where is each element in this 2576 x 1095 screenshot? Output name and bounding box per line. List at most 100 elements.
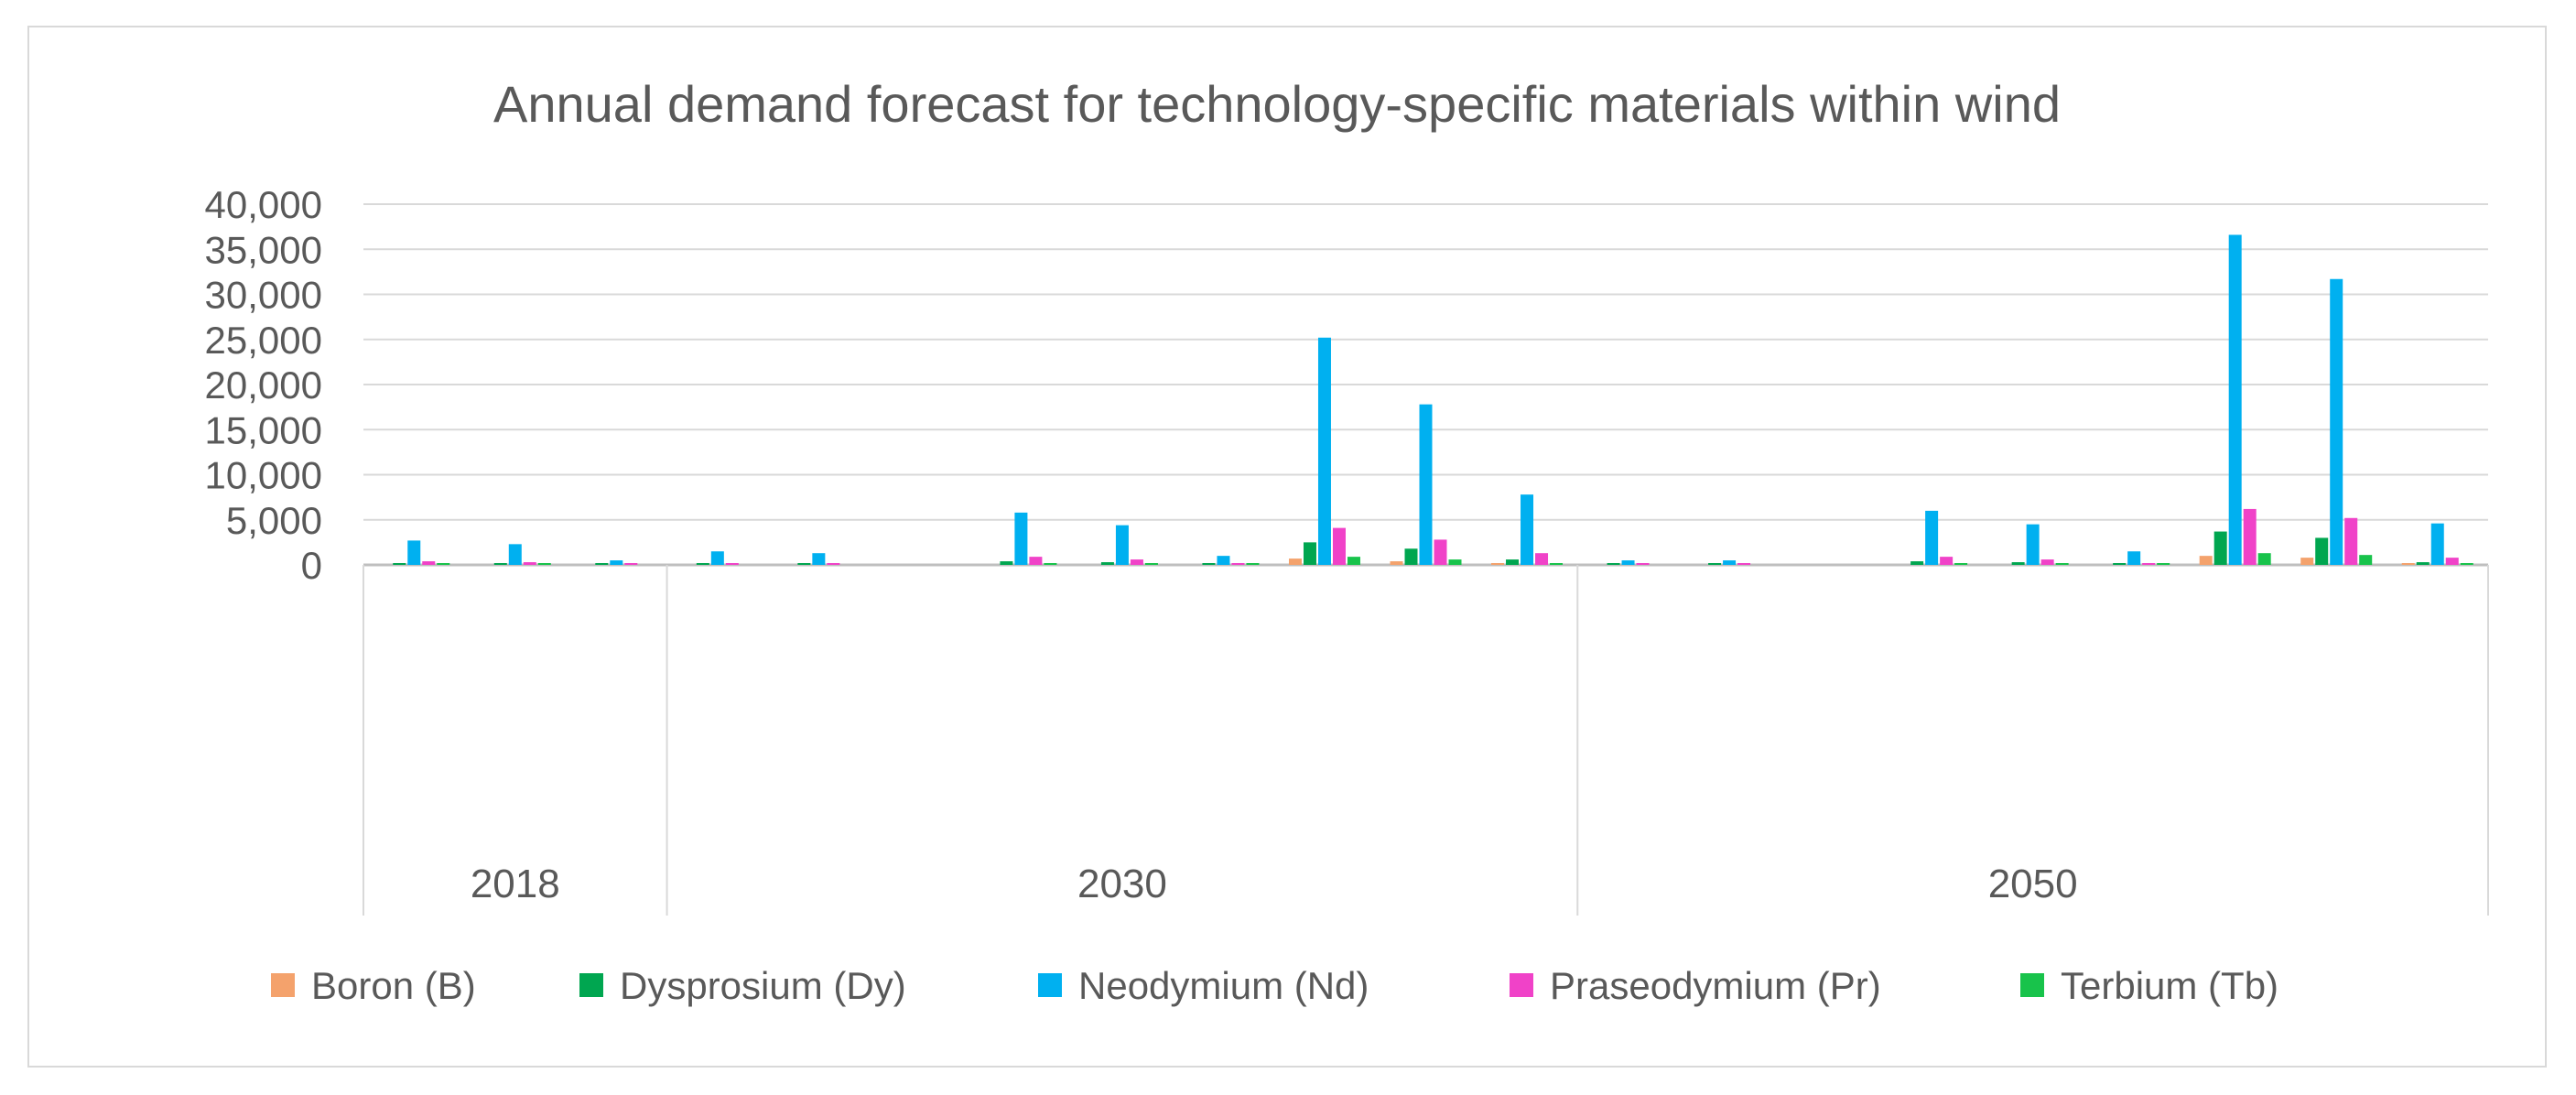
bar-neodymium — [508, 544, 522, 565]
bar-praseodymium — [1332, 527, 1346, 565]
bar-praseodymium — [1434, 539, 1447, 565]
bar-terbium — [2257, 553, 2271, 565]
bar-dysprosium — [1000, 561, 1013, 565]
bar-neodymium — [710, 551, 724, 565]
bar-terbium — [1448, 559, 1462, 565]
chart-title: Annual demand forecast for technology-sp… — [493, 75, 2061, 133]
legend-item: Boron (B) — [271, 964, 476, 1007]
chart-frame — [27, 26, 2547, 1068]
y-tick-label: 20,000 — [205, 363, 322, 407]
bar-neodymium — [1723, 560, 1737, 565]
bar-terbium — [2157, 563, 2170, 565]
bar-dysprosium — [1607, 563, 1620, 565]
bar-terbium — [437, 563, 450, 565]
y-tick-label: 35,000 — [205, 228, 322, 271]
bar-praseodymium — [2040, 559, 2054, 565]
bar-boron — [2300, 558, 2314, 565]
legend-swatch — [2020, 973, 2044, 997]
y-tick-label: 0 — [301, 544, 322, 587]
bar-neodymium — [1014, 512, 1028, 565]
legend-swatch — [271, 973, 295, 997]
bar-terbium — [1144, 563, 1158, 565]
legend-label: Terbium (Tb) — [2061, 964, 2278, 1007]
bar-terbium — [1550, 563, 1564, 565]
legend-item: Neodymium (Nd) — [1038, 964, 1369, 1007]
bar-terbium — [2460, 563, 2473, 565]
bar-neodymium — [1419, 404, 1433, 565]
bar-terbium — [1044, 563, 1057, 565]
y-axis-tick-labels: 05,00010,00015,00020,00025,00030,00035,0… — [205, 183, 322, 587]
bar-neodymium — [812, 553, 826, 565]
legend-swatch — [1510, 973, 1533, 997]
legend-item: Dysprosium (Dy) — [579, 964, 906, 1007]
legend-swatch — [579, 973, 603, 997]
y-tick-label: 15,000 — [205, 408, 322, 451]
bar-dysprosium — [1303, 542, 1316, 565]
bar-neodymium — [1925, 510, 1939, 565]
bar-terbium — [2359, 555, 2373, 565]
bar-neodymium — [1217, 556, 1230, 565]
bar-dysprosium — [1506, 559, 1520, 565]
bar-praseodymium — [1737, 563, 1751, 565]
bar-boron — [1390, 561, 1403, 565]
bar-neodymium — [610, 560, 623, 565]
bar-dysprosium — [2113, 563, 2127, 565]
bar-dysprosium — [2213, 531, 2227, 565]
bar-boron — [1491, 563, 1505, 565]
bar-dysprosium — [1404, 548, 1418, 565]
legend: Boron (B) Dysprosium (Dy) Neodymium (Nd) Pr… — [271, 964, 2278, 1007]
bar-dysprosium — [1202, 563, 1216, 565]
bar-neodymium — [1521, 494, 1534, 565]
bar-praseodymium — [2445, 558, 2459, 565]
bar-neodymium — [2127, 551, 2141, 565]
legend-label: Dysprosium (Dy) — [620, 964, 906, 1007]
category-label-2018: 2018 — [471, 862, 560, 906]
bar-praseodymium — [2344, 517, 2358, 565]
bar-boron — [2199, 556, 2213, 565]
bar-neodymium — [407, 540, 421, 565]
y-tick-label: 40,000 — [205, 183, 322, 226]
bar-praseodymium — [827, 563, 840, 565]
bars — [393, 234, 2473, 565]
bar-praseodymium — [1636, 563, 1650, 565]
bar-neodymium — [2330, 278, 2343, 565]
bar-praseodymium — [1231, 563, 1245, 565]
bar-praseodymium — [2142, 563, 2156, 565]
bar-terbium — [1347, 557, 1360, 565]
category-label-2050: 2050 — [1988, 862, 2078, 906]
bar-praseodymium — [1029, 557, 1043, 565]
bar-neodymium — [2228, 234, 2242, 565]
bar-praseodymium — [1940, 557, 1954, 565]
legend-label: Boron (B) — [311, 964, 476, 1007]
bar-neodymium — [1621, 560, 1635, 565]
bar-dysprosium — [696, 563, 709, 565]
bar-terbium — [2055, 563, 2069, 565]
bar-terbium — [537, 563, 551, 565]
bar-dysprosium — [493, 563, 507, 565]
bar-neodymium — [2026, 524, 2040, 565]
legend-label: Neodymium (Nd) — [1078, 964, 1369, 1007]
bar-dysprosium — [797, 563, 811, 565]
bar-praseodymium — [624, 563, 638, 565]
bar-dysprosium — [1708, 563, 1722, 565]
y-tick-label: 5,000 — [226, 499, 322, 542]
legend-item: Terbium (Tb) — [2020, 964, 2278, 1007]
bar-praseodymium — [523, 562, 536, 565]
bar-neodymium — [1317, 337, 1331, 565]
legend-swatch — [1038, 973, 1062, 997]
bar-boron — [1288, 558, 1302, 565]
category-axis: 2018 2030 2050 — [363, 565, 2489, 916]
bar-dysprosium — [2011, 562, 2025, 565]
bar-boron — [2401, 563, 2415, 565]
bar-dysprosium — [1910, 561, 1924, 565]
bar-neodymium — [2430, 523, 2444, 565]
bar-dysprosium — [393, 563, 406, 565]
bar-dysprosium — [2315, 537, 2329, 565]
bar-praseodymium — [2243, 508, 2257, 565]
y-tick-label: 25,000 — [205, 319, 322, 362]
bar-terbium — [1246, 563, 1260, 565]
bar-dysprosium — [595, 563, 609, 565]
bar-praseodymium — [1535, 553, 1549, 565]
legend-item: Praseodymium (Pr) — [1510, 964, 1881, 1007]
